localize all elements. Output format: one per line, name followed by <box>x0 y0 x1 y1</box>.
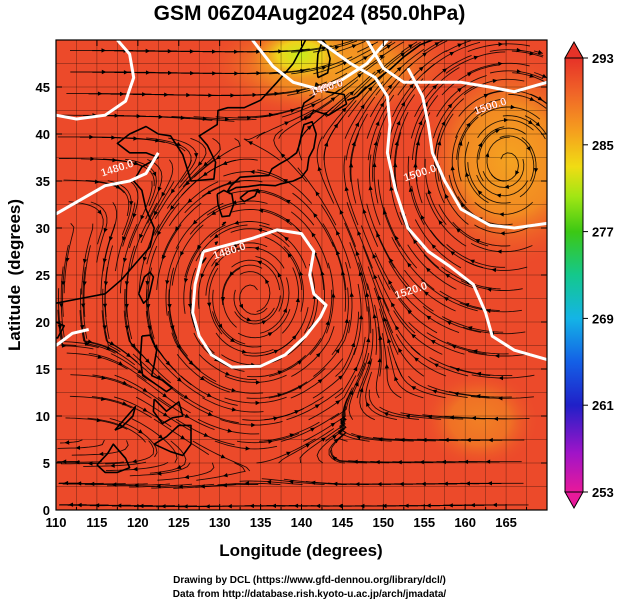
grid-lines <box>56 40 547 510</box>
colorbar-tick-label: 293 <box>592 51 614 66</box>
y-tick-label: 20 <box>36 315 50 330</box>
x-tick-label: 155 <box>413 515 435 530</box>
credit-drawing: Drawing by DCL (https://www.gfd-dennou.o… <box>173 575 446 586</box>
y-tick-label: 5 <box>43 456 50 471</box>
colorbar-tick-label: 269 <box>592 311 614 326</box>
y-tick-label: 45 <box>36 80 50 95</box>
x-axis-label: Longitude (degrees) <box>219 541 382 560</box>
x-tick-label: 135 <box>250 515 272 530</box>
y-tick-label: 0 <box>43 503 50 518</box>
wind-streamlines <box>56 40 547 509</box>
x-tick-label: 115 <box>86 515 107 530</box>
colorbar-tick-label: 261 <box>592 398 614 413</box>
y-tick-label: 25 <box>36 268 50 283</box>
x-tick-label: 165 <box>495 515 517 530</box>
y-tick-label: 15 <box>36 362 50 377</box>
x-tick-label: 120 <box>127 515 149 530</box>
x-tick-label: 140 <box>291 515 313 530</box>
x-tick-label: 150 <box>372 515 394 530</box>
x-tick-label: 110 <box>46 515 67 530</box>
y-axis-ticks: 0 5 10 15 20 25 30 35 40 45 <box>36 80 547 518</box>
y-tick-label: 10 <box>36 409 50 424</box>
warm-region-south <box>420 370 540 470</box>
y-axis-label: Latitude (degrees) <box>5 199 24 351</box>
colorbar: 293 285 277 269 261 253 <box>564 40 614 510</box>
x-tick-label: 130 <box>209 515 231 530</box>
colorbar-tick-label: 285 <box>592 138 614 153</box>
colorbar-tick-label: 253 <box>592 485 614 500</box>
y-tick-label: 30 <box>36 221 50 236</box>
x-tick-label: 125 <box>168 515 190 530</box>
coastlines <box>56 40 433 474</box>
warm-region-east <box>415 50 547 270</box>
x-axis-ticks: 110 115 120 125 130 135 140 145 150 155 160 165 <box>46 40 528 530</box>
credit-data: Data from http://database.rish.kyoto-u.a… <box>172 589 447 600</box>
chart-title: GSM 06Z04Aug2024 (850.0hPa) <box>153 2 466 25</box>
x-tick-label: 160 <box>454 515 476 530</box>
x-tick-label: 145 <box>332 515 354 530</box>
colorbar-tick-label: 277 <box>592 225 614 240</box>
y-tick-label: 35 <box>36 174 50 189</box>
y-tick-label: 40 <box>36 127 50 142</box>
